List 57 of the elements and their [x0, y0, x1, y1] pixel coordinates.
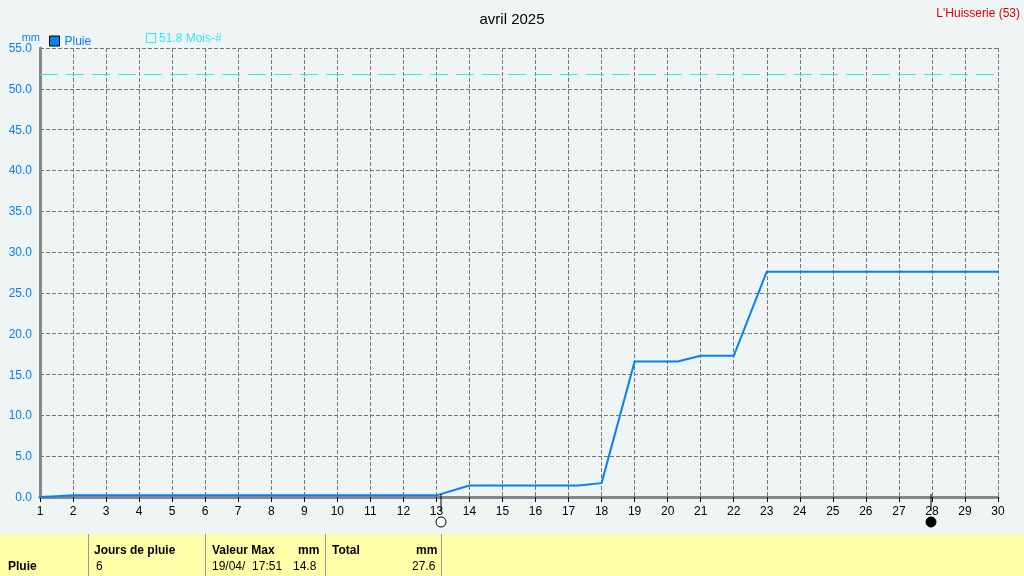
y-tick-label: 40.0 [8, 163, 33, 178]
x-tick-label: 21 [694, 504, 708, 518]
x-tick-label: 11 [364, 504, 377, 518]
x-tick-label: 18 [594, 504, 609, 518]
x-tick-label: 29 [958, 504, 972, 518]
x-tick-label: 19 [627, 504, 642, 518]
x-tick-label: 20 [660, 504, 675, 518]
x-tick-label: 12 [396, 504, 411, 518]
text: L'Huisserie (53) [936, 6, 1020, 20]
text: mm [298, 543, 320, 557]
x-tick-label: 26 [859, 504, 873, 518]
x-tick-label: 1 [36, 504, 44, 518]
text: 19/04/ 17:51 [212, 559, 283, 573]
chart-title: avril 2025 [479, 10, 545, 27]
x-tick-label: 2 [69, 504, 77, 518]
text: Valeur Max [212, 543, 275, 557]
legend-label: 51.8 Mois-# [159, 31, 222, 45]
y-tick-label: 35.0 [8, 204, 33, 219]
x-tick-label: 14 [462, 504, 477, 518]
y-tick-label: 50.0 [8, 81, 33, 96]
x-tick-label: 9 [300, 504, 308, 518]
x-tick-label: 8 [267, 504, 275, 518]
text: 27.6 [412, 559, 436, 573]
text: Pluie [8, 559, 37, 573]
y-tick-label: 20.0 [8, 326, 33, 341]
y-tick-label: 45.0 [8, 122, 33, 137]
x-tick-label: 25 [826, 504, 840, 518]
x-tick-label: 5 [168, 504, 176, 518]
y-tick-label: 10.0 [8, 408, 33, 423]
y-tick-label: 0.0 [15, 490, 33, 504]
x-tick-label: 10 [330, 504, 345, 518]
x-tick-label: 3 [102, 504, 110, 518]
x-tick-label: 23 [760, 504, 774, 518]
y-axis-title: mm [21, 30, 40, 43]
text: Jours de pluie [94, 543, 176, 557]
text: 14.8 [293, 559, 317, 573]
x-tick-label: 22 [727, 504, 741, 518]
y-tick-label: 15.0 [8, 367, 33, 382]
x-tick-label: 24 [793, 504, 807, 518]
text: Total [332, 543, 360, 557]
x-tick-label: 6 [201, 504, 209, 518]
y-tick-label: 30.0 [8, 245, 33, 260]
x-tick-label: 7 [234, 504, 242, 518]
x-tick-label: 16 [528, 504, 543, 518]
x-tick-label: 28 [925, 504, 939, 518]
legend-label: Pluie [64, 34, 92, 48]
x-tick-label: 13 [429, 504, 444, 518]
y-tick-label: 55.0 [8, 41, 33, 55]
x-tick-label: 27 [892, 504, 906, 518]
x-tick-label: 4 [135, 504, 143, 518]
y-tick-label: 25.0 [8, 285, 33, 300]
text: 6 [96, 559, 103, 573]
x-tick-label: 15 [495, 504, 510, 518]
text: mm [416, 543, 438, 557]
x-tick-label: 17 [561, 504, 576, 518]
y-tick-label: 5.0 [15, 449, 33, 464]
x-tick-label: 30 [991, 504, 1005, 518]
